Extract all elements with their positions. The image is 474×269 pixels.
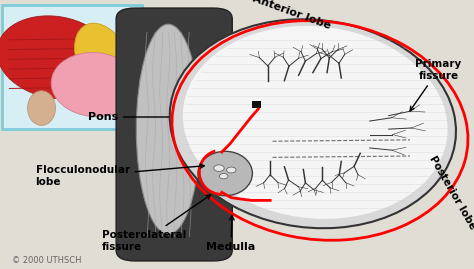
Ellipse shape xyxy=(198,151,252,196)
Text: © 2000 UTHSCH: © 2000 UTHSCH xyxy=(12,256,82,266)
Ellipse shape xyxy=(74,23,132,97)
Text: Medulla: Medulla xyxy=(206,215,255,253)
Text: Flocculonodular
lobe: Flocculonodular lobe xyxy=(36,164,204,187)
Text: Anterior lobe: Anterior lobe xyxy=(251,0,332,31)
Ellipse shape xyxy=(136,24,200,234)
Text: Primary
fissure: Primary fissure xyxy=(410,59,462,111)
Ellipse shape xyxy=(214,165,224,171)
Text: Posterolateral
fissure: Posterolateral fissure xyxy=(102,195,210,252)
Ellipse shape xyxy=(51,52,138,117)
FancyBboxPatch shape xyxy=(116,8,232,261)
Ellipse shape xyxy=(227,167,236,173)
Ellipse shape xyxy=(170,19,456,228)
FancyBboxPatch shape xyxy=(2,5,142,129)
Ellipse shape xyxy=(219,174,228,179)
Ellipse shape xyxy=(183,26,447,219)
Text: Pons: Pons xyxy=(88,112,169,122)
Ellipse shape xyxy=(0,16,114,99)
Text: Posterior lobe: Posterior lobe xyxy=(428,154,474,231)
Ellipse shape xyxy=(27,91,55,125)
Bar xyxy=(252,101,261,108)
